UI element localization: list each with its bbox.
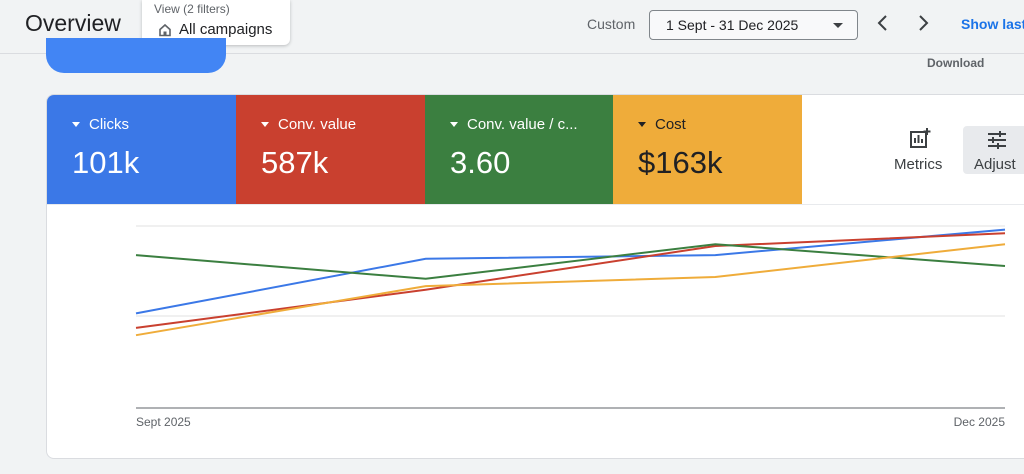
date-range-type-label: Custom	[587, 16, 636, 32]
metric-tile-value: 3.60	[450, 145, 511, 180]
x-tick-label-end: Dec 2025	[954, 415, 1006, 429]
metric-tile-value: $163k	[638, 145, 723, 180]
page-title: Overview	[25, 10, 121, 36]
x-tick-label-start: Sept 2025	[136, 415, 191, 429]
adjust-label: Adjust	[974, 156, 1016, 173]
adjust-button[interactable]: Adjust	[963, 126, 1024, 174]
caret-down-icon	[261, 122, 269, 127]
view-filter-label: View (2 filters)	[154, 2, 230, 16]
performance-line-chart: Sept 2025 Dec 2025	[135, 225, 1006, 429]
metric-tile-name: Cost	[655, 116, 686, 133]
metric-tile-name: Clicks	[89, 116, 129, 133]
download-button[interactable]: Download	[927, 56, 985, 70]
new-campaign-button[interactable]	[46, 38, 226, 73]
caret-down-icon	[638, 122, 646, 127]
show-last-link[interactable]: Show last	[961, 16, 1024, 32]
metrics-label: Metrics	[894, 156, 943, 173]
metric-tile-clicks[interactable]: Clicks 101k	[47, 95, 236, 204]
next-period-button[interactable]	[911, 11, 935, 35]
series-line-conv-value-c	[135, 243, 1006, 280]
metric-tile-cost[interactable]: Cost $163k	[613, 95, 802, 204]
series-line-conv-value	[135, 232, 1006, 329]
metric-tile-value: 587k	[261, 145, 329, 180]
metric-tile-conv-value-per-cost[interactable]: Conv. value / c... 3.60	[425, 95, 613, 204]
tune-icon	[988, 131, 1006, 149]
add-chart-icon	[910, 128, 931, 148]
performance-card: Clicks 101k Conv. value 587k Conv. value…	[46, 94, 1024, 459]
metric-tile-value: 101k	[72, 145, 140, 180]
date-range-picker[interactable]: 1 Sept - 31 Dec 2025	[649, 10, 858, 40]
caret-down-icon	[72, 122, 80, 127]
caret-down-icon	[450, 122, 458, 127]
metric-tile-name: Conv. value / c...	[467, 116, 578, 133]
metric-tile-name: Conv. value	[278, 116, 357, 133]
divider	[47, 204, 1024, 205]
previous-period-button[interactable]	[871, 11, 895, 35]
home-icon	[159, 23, 171, 37]
date-range-value: 1 Sept - 31 Dec 2025	[666, 17, 799, 33]
metrics-button[interactable]: Metrics	[885, 123, 955, 175]
metric-tile-conv-value[interactable]: Conv. value 587k	[236, 95, 425, 204]
view-selector[interactable]: View (2 filters) All campaigns	[142, 0, 290, 45]
series-line-clicks	[135, 228, 1006, 315]
series-line-cost	[135, 243, 1006, 337]
dropdown-arrow-icon	[833, 23, 843, 28]
view-value: All campaigns	[179, 21, 273, 38]
